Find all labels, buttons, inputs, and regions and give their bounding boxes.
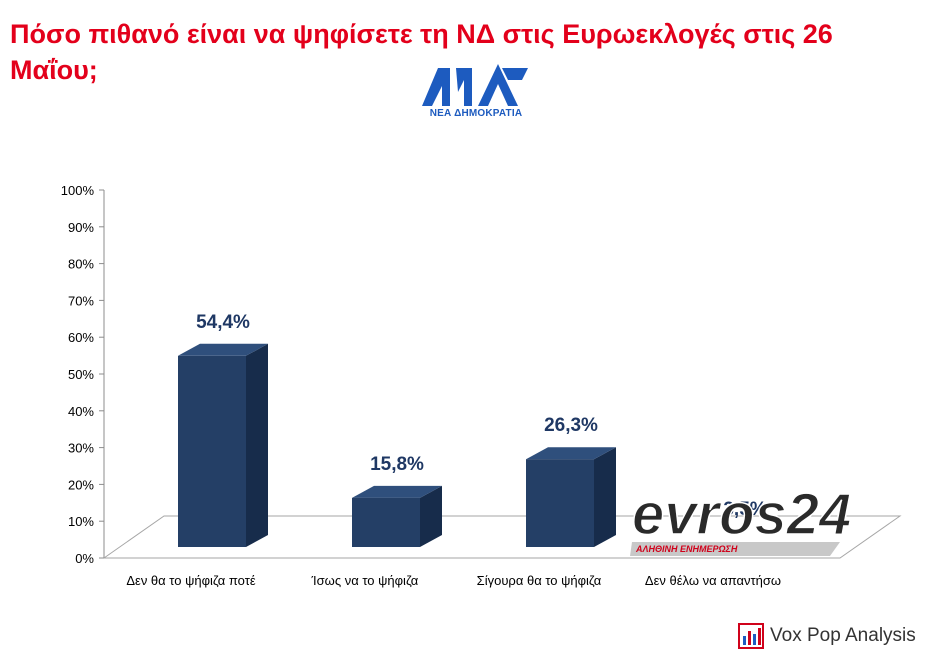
nd-logo-text: ΝΕΑ ΔΗΜΟΚΡΑΤΙΑ: [429, 108, 523, 119]
bar: [526, 459, 594, 547]
x-tick-label: Δεν θέλω να απαντήσω: [645, 573, 781, 588]
y-tick-label: 50%: [68, 367, 94, 382]
bar-side: [420, 485, 442, 547]
x-tick-label: Ίσως να το ψήφιζα: [311, 573, 419, 588]
vox-pop-chart-icon: [738, 623, 764, 649]
y-tick-label: 20%: [68, 477, 94, 492]
nd-party-logo-icon: [422, 64, 528, 106]
data-label: 15,8%: [370, 454, 424, 475]
y-tick-label: 80%: [68, 257, 94, 272]
y-tick-label: 60%: [68, 330, 94, 345]
x-tick-label: Δεν θα το ψήφιζα ποτέ: [126, 573, 256, 588]
evros24-tagline: ΑΛΗΘΙΝΗ ΕΝΗΜΕΡΩΣΗ: [635, 544, 738, 554]
bar-top: [526, 447, 616, 460]
bar-top: [178, 343, 268, 356]
y-tick-label: 10%: [68, 514, 94, 529]
y-tick-label: 40%: [68, 404, 94, 419]
y-tick-label: 100%: [61, 183, 95, 198]
bar: [178, 355, 246, 547]
y-tick-label: 90%: [68, 220, 94, 235]
chart-floor: [102, 515, 902, 559]
data-label: 54,4%: [196, 312, 250, 333]
evros24-logo-text: evros24: [632, 482, 851, 547]
bar: [352, 497, 420, 547]
x-tick-label: Σίγουρα θα το ψήφιζα: [477, 573, 602, 588]
bar-side: [246, 343, 268, 547]
page-title: Πόσο πιθανό είναι να ψηφίσετε τη ΝΔ στις…: [10, 19, 833, 85]
footer-brand: Vox Pop Analysis: [738, 622, 916, 650]
bar-side: [594, 447, 616, 547]
y-tick-label: 0%: [75, 551, 94, 566]
data-label: 3,5%: [723, 499, 766, 520]
evros24-logo-icon: evros24 ΑΛΗΘΙΝΗ ΕΝΗΜΕΡΩΣΗ: [630, 481, 852, 556]
bar-top: [352, 485, 442, 498]
vox-pop-text: Vox Pop Analysis: [770, 625, 916, 646]
y-tick-label: 30%: [68, 441, 94, 456]
data-label: 26,3%: [544, 415, 598, 436]
y-tick-label: 70%: [68, 293, 94, 308]
